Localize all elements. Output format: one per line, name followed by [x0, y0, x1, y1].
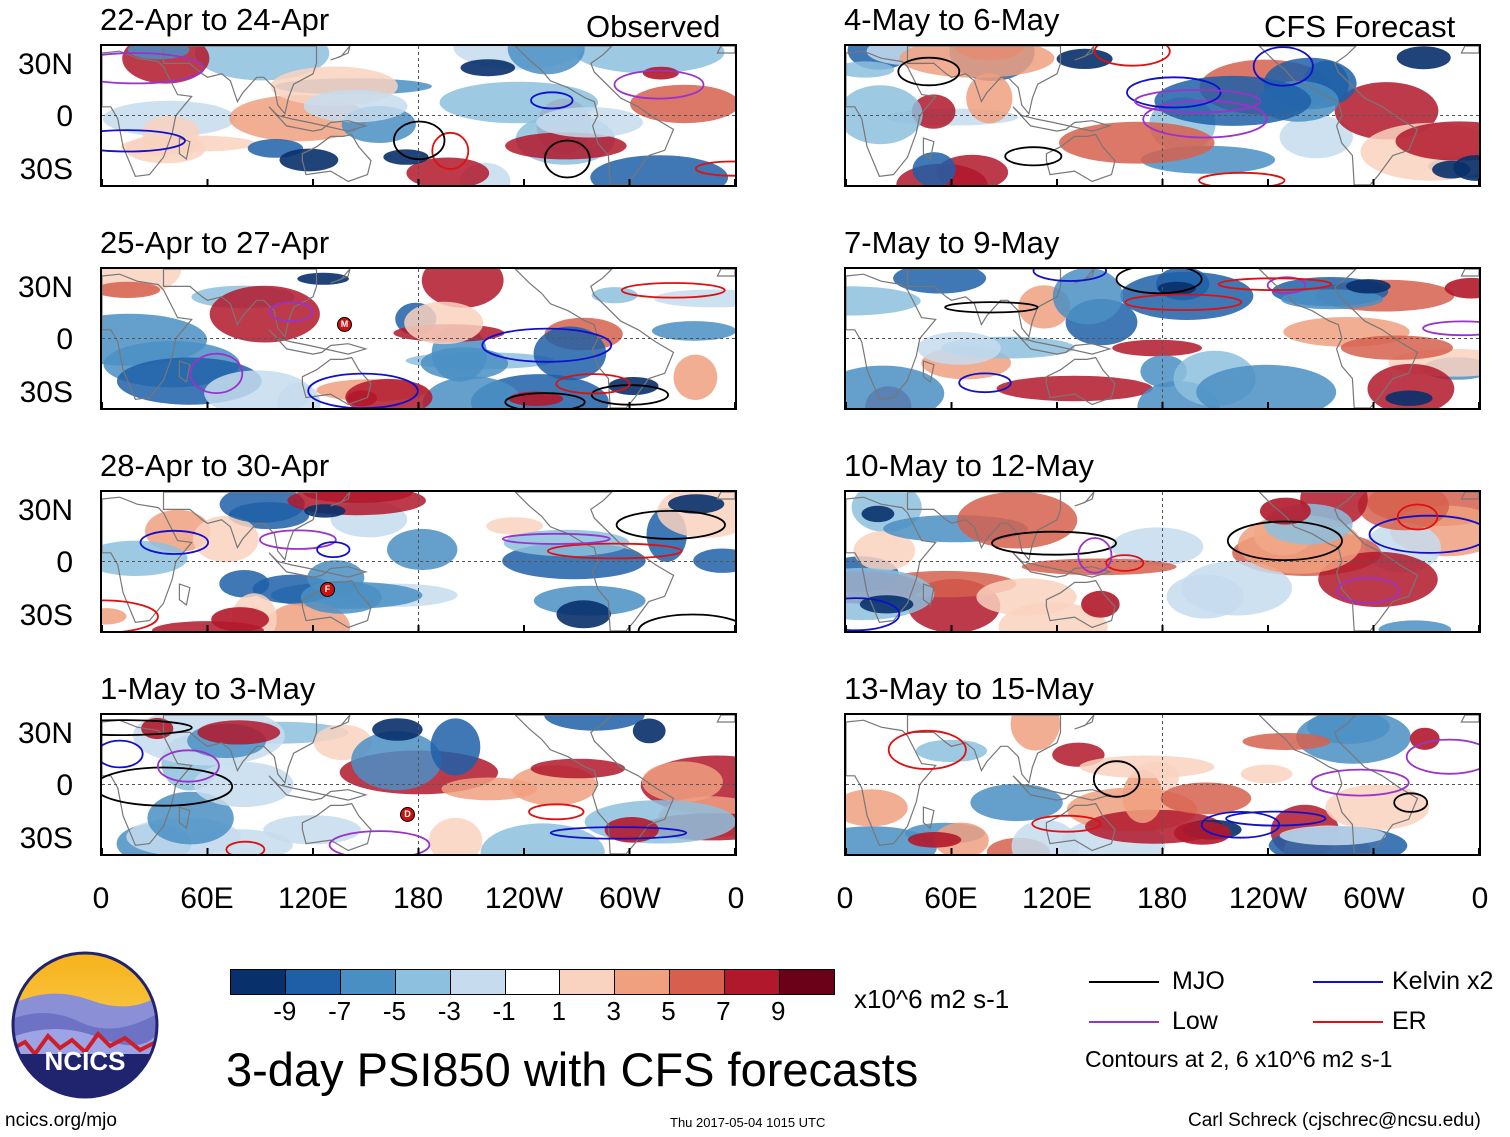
colorbar-tick-label: 9 [770, 996, 786, 1026]
logo-text: NCICS [45, 1046, 126, 1076]
y-tick-eq: 0 [56, 546, 73, 579]
colorbar-swatch [779, 970, 834, 994]
footer-timestamp: Thu 2017-05-04 1015 UTC [670, 1115, 826, 1130]
colorbar-tick-label: 1 [551, 996, 567, 1026]
y-tick-30n: 30N [17, 271, 73, 304]
ncics-logo: NCICS [10, 950, 160, 1100]
x-tick-right-180: 180 [1136, 882, 1188, 915]
panel-title-right-2: 7-May to 9-May [844, 225, 1060, 260]
colorbar-swatch [284, 970, 340, 994]
panel-title-left-1: 22-Apr to 24-Apr [100, 2, 330, 37]
map-panel-left-4: D [100, 713, 737, 856]
legend: MJO Kelvin x2 Low ER Contours at 2, 6 x1… [1085, 965, 1505, 1085]
colorbar-tick-label: 3 [606, 996, 621, 1026]
storm-marker: F [320, 582, 335, 597]
y-tick-30n: 30N [17, 717, 73, 750]
y-tick-30s: 30S [19, 599, 73, 632]
forecast-label: CFS Forecast [1264, 9, 1456, 44]
legend-contours-note: Contours at 2, 6 x10^6 m2 s-1 [1085, 1046, 1393, 1072]
x-tick-left-60w: 60W [599, 882, 661, 915]
colorbar-swatch [559, 970, 615, 994]
colorbar-tick-label: -3 [437, 996, 461, 1026]
x-tick-right-0: 0 [836, 882, 854, 915]
map-panel-left-1 [100, 44, 737, 187]
legend-kelvin-label: Kelvin x2 [1392, 967, 1494, 995]
colorbar-swatch [504, 970, 560, 994]
y-tick-eq: 0 [56, 100, 73, 133]
colorbar-tick-label: -9 [273, 996, 297, 1026]
colorbar-swatch [231, 970, 285, 994]
storm-marker: M [337, 317, 352, 332]
x-tick-left-0: 0 [92, 882, 110, 915]
x-tick-right-60e: 60E [924, 882, 978, 915]
panel-title-left-2: 25-Apr to 27-Apr [100, 225, 330, 260]
colorbar-tick-label: -1 [492, 996, 516, 1026]
colorbar-swatch [339, 970, 395, 994]
main-title: 3-day PSI850 with CFS forecasts [226, 1043, 919, 1096]
colorbar-tick-label: 5 [661, 996, 676, 1026]
x-tick-left-120e: 120E [277, 882, 349, 915]
colorbar-units: x10^6 m2 s-1 [854, 984, 1010, 1014]
colorbar-swatch [669, 970, 725, 994]
x-tick-right-120e: 120E [1021, 882, 1093, 915]
panel-title-left-4: 1-May to 3-May [100, 671, 316, 706]
colorbar-tick-label: -7 [328, 996, 352, 1026]
x-tick-left-180: 180 [392, 882, 444, 915]
map-panel-right-2 [844, 267, 1481, 410]
map-panel-right-4 [844, 713, 1481, 856]
panel-title-right-1: 4-May to 6-May [844, 2, 1060, 37]
colorbar-tick-label: 7 [716, 996, 731, 1026]
map-panel-right-1 [844, 44, 1481, 187]
colorbar-swatch [394, 970, 450, 994]
colorbar-swatch [614, 970, 670, 994]
y-tick-30n: 30N [17, 494, 73, 527]
map-panel-right-3 [844, 490, 1481, 633]
x-tick-left-120w: 120W [484, 882, 564, 915]
x-tick-right-0b: 0 [1471, 882, 1489, 915]
legend-low-label: Low [1172, 1007, 1218, 1035]
footer-author: Carl Schreck (cjschrec@ncsu.edu) [1188, 1110, 1481, 1131]
y-tick-30s: 30S [19, 153, 73, 186]
x-tick-right-120w: 120W [1228, 882, 1308, 915]
observed-label: Observed [586, 9, 721, 44]
x-tick-right-60w: 60W [1343, 882, 1405, 915]
colorbar-swatch [724, 970, 780, 994]
map-panel-left-2: M [100, 267, 737, 410]
y-tick-30s: 30S [19, 822, 73, 855]
y-tick-eq: 0 [56, 769, 73, 802]
footer-url[interactable]: ncics.org/mjo [5, 1110, 117, 1131]
y-tick-30n: 30N [17, 48, 73, 81]
map-panel-left-3: F [100, 490, 737, 633]
storm-marker: D [400, 807, 415, 822]
panel-title-right-3: 10-May to 12-May [844, 448, 1094, 483]
x-tick-left-0b: 0 [727, 882, 745, 915]
panel-title-left-3: 28-Apr to 30-Apr [100, 448, 330, 483]
legend-er-label: ER [1392, 1007, 1427, 1035]
colorbar-swatch [449, 970, 505, 994]
legend-mjo-label: MJO [1172, 967, 1225, 995]
colorbar-tick-label: -5 [382, 996, 407, 1026]
y-tick-30s: 30S [19, 376, 73, 409]
x-tick-left-60e: 60E [180, 882, 234, 915]
y-tick-eq: 0 [56, 323, 73, 356]
panel-title-right-4: 13-May to 15-May [844, 671, 1094, 706]
colorbar [230, 969, 835, 995]
